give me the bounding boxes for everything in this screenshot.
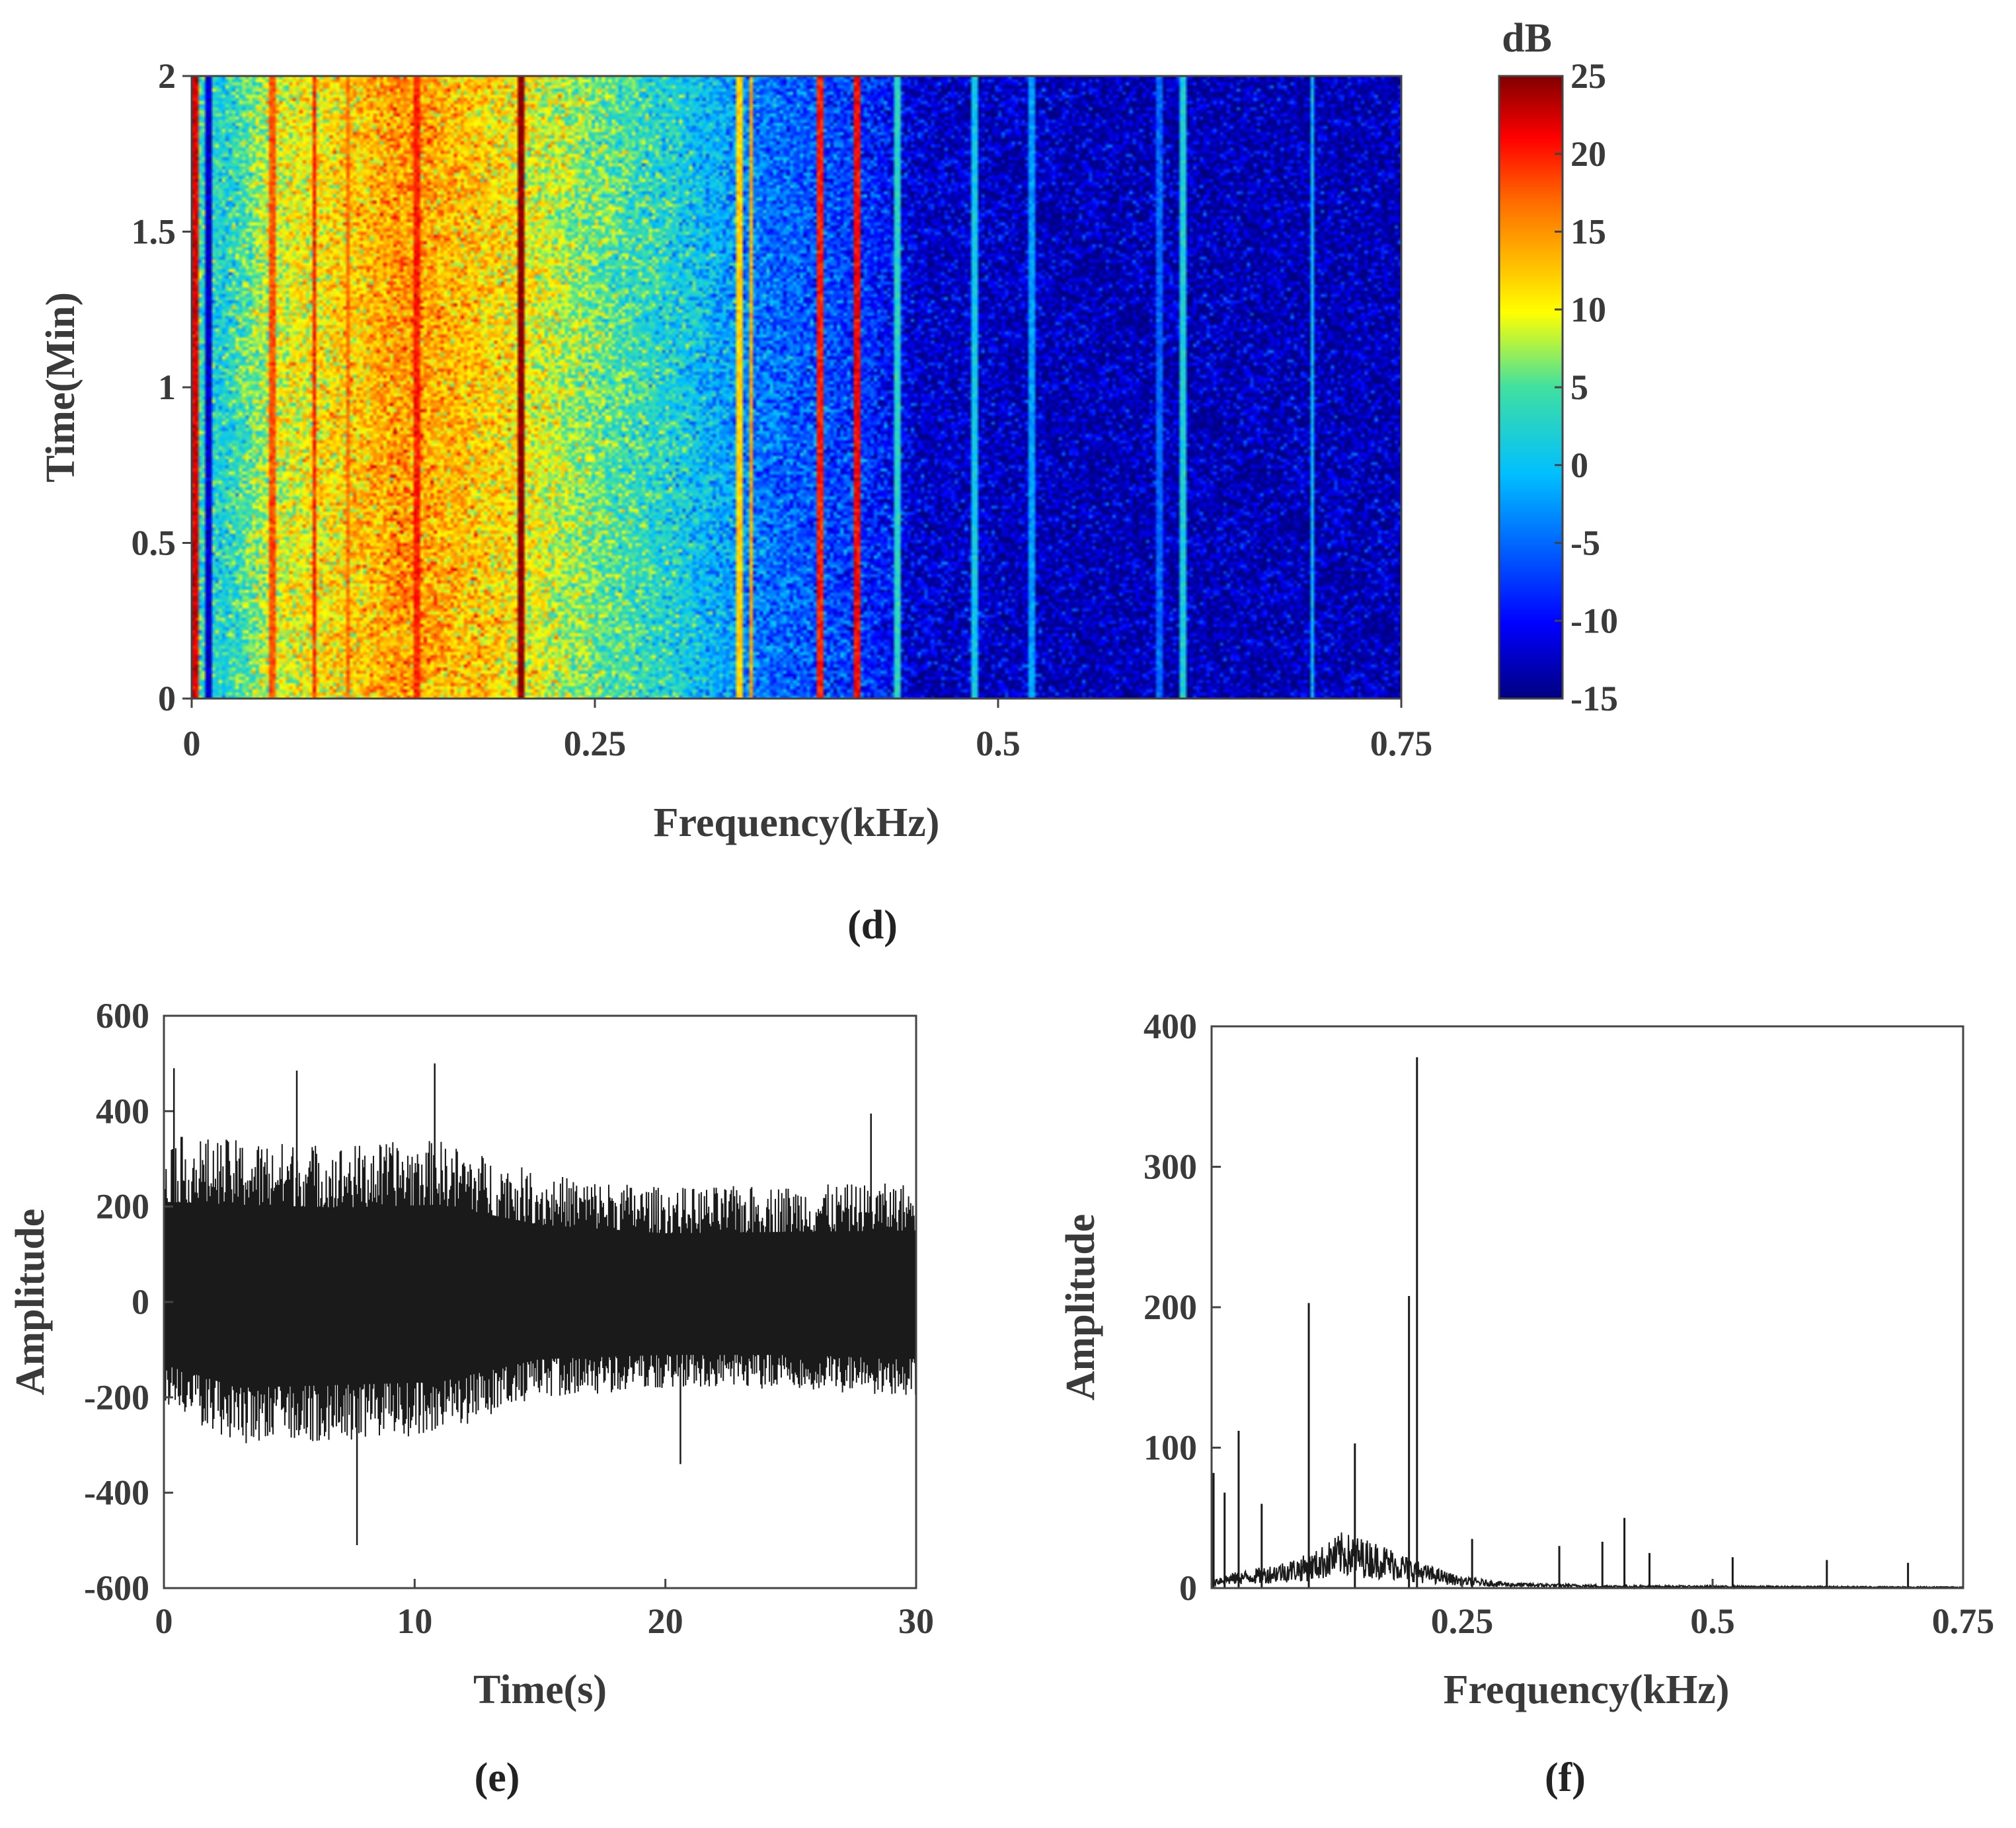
spectrum-x-label: Frequency(kHz) — [1444, 1667, 1730, 1712]
spectrogram-x-tick-label: 0.75 — [1370, 724, 1433, 763]
spectrum-x-tick-label: 0.5 — [1690, 1601, 1735, 1641]
spectrogram-y-tick-label: 1 — [158, 367, 176, 407]
spectrum-y-label: Amplitude — [1058, 1214, 1103, 1400]
spectrogram-x-tick-label: 0.5 — [976, 724, 1021, 763]
time-signal-y-tick-label: 600 — [96, 996, 149, 1036]
colorbar-tick-label: 10 — [1570, 289, 1606, 329]
spectrogram-x-label: Frequency(kHz) — [654, 800, 940, 845]
colorbar-tick-label: 20 — [1570, 134, 1606, 174]
colorbar-tick-label: 5 — [1570, 367, 1588, 407]
time-signal-y-tick-label: 0 — [132, 1282, 149, 1322]
spectrogram-y-tick-label: 0.5 — [132, 523, 176, 563]
time-signal-y-tick-label: 400 — [96, 1091, 149, 1131]
colorbar-label: dB — [1502, 16, 1552, 61]
time-signal-x-tick-label: 10 — [397, 1601, 432, 1641]
time-signal-waveform — [163, 1063, 917, 1546]
spectrum-y-tick-label: 300 — [1144, 1147, 1197, 1187]
spectrum-y-tick-label: 400 — [1144, 1007, 1197, 1046]
spectrum-x-tick-label: 0.75 — [1932, 1601, 1995, 1641]
spectrum-y-tick-label: 200 — [1144, 1287, 1197, 1327]
spectrogram-x-tick-label: 0 — [183, 724, 201, 763]
colorbar-tick-label: -5 — [1570, 523, 1600, 563]
spectrogram-y-tick-label: 0 — [158, 679, 176, 718]
time-signal-y-tick-label: -400 — [84, 1473, 149, 1513]
spectrogram-heatmap — [192, 76, 1401, 699]
time-signal-y-label: Amplitude — [8, 1209, 53, 1395]
spectrogram-y-tick-label: 1.5 — [132, 212, 176, 252]
spectrogram-y-label: Time(Min) — [38, 292, 83, 482]
colorbar-tick-label: 15 — [1570, 212, 1606, 252]
spectrum-y-tick-label: 0 — [1179, 1568, 1197, 1608]
spectrum-noise-floor — [1211, 1532, 1964, 1590]
colorbar-tick-label: -10 — [1570, 601, 1618, 640]
panel-label-e: (e) — [475, 1755, 520, 1800]
spectrum-x-tick-label: 0.25 — [1431, 1601, 1494, 1641]
colorbar-tick-label: 25 — [1570, 56, 1606, 96]
time-signal-panel: 0 10 20 30 600 400 200 0 -200 -400 -600 Time(s) A… — [8, 996, 934, 1800]
time-signal-y-tick-label: -600 — [84, 1568, 149, 1608]
time-signal-x-tick-label: 30 — [898, 1601, 934, 1641]
spectrum-line — [1211, 1057, 1964, 1590]
time-signal-y-tick-label: -200 — [84, 1377, 149, 1417]
spectrogram-panel: 0 0.25 0.5 0.75 0 0.5 1 1.5 2 Frequency(kHz) Ti… — [38, 16, 1618, 948]
colorbar — [1498, 75, 1564, 700]
time-signal-y-tick-label: 200 — [96, 1187, 149, 1227]
spectrum-y-tick-label: 100 — [1144, 1428, 1197, 1468]
panel-label-d: (d) — [847, 903, 898, 948]
spectrum-panel: 0.25 0.5 0.75 0 100 200 300 400 Frequency(kHz)… — [1058, 1007, 1994, 1800]
colorbar-tick-label: 0 — [1570, 445, 1588, 485]
spectrogram-x-tick-label: 0.25 — [564, 724, 627, 763]
waveform-body — [164, 1201, 916, 1388]
time-signal-x-label: Time(s) — [473, 1667, 607, 1712]
time-signal-x-tick-label: 0 — [155, 1601, 173, 1641]
spectrogram-y-tick-label: 2 — [158, 56, 176, 96]
spectrogram-image — [192, 76, 1401, 699]
time-signal-x-tick-label: 20 — [648, 1601, 683, 1641]
colorbar-tick-label: -15 — [1570, 679, 1618, 718]
panel-label-f: (f) — [1545, 1755, 1586, 1800]
spectrum-frame — [1210, 1025, 1964, 1589]
